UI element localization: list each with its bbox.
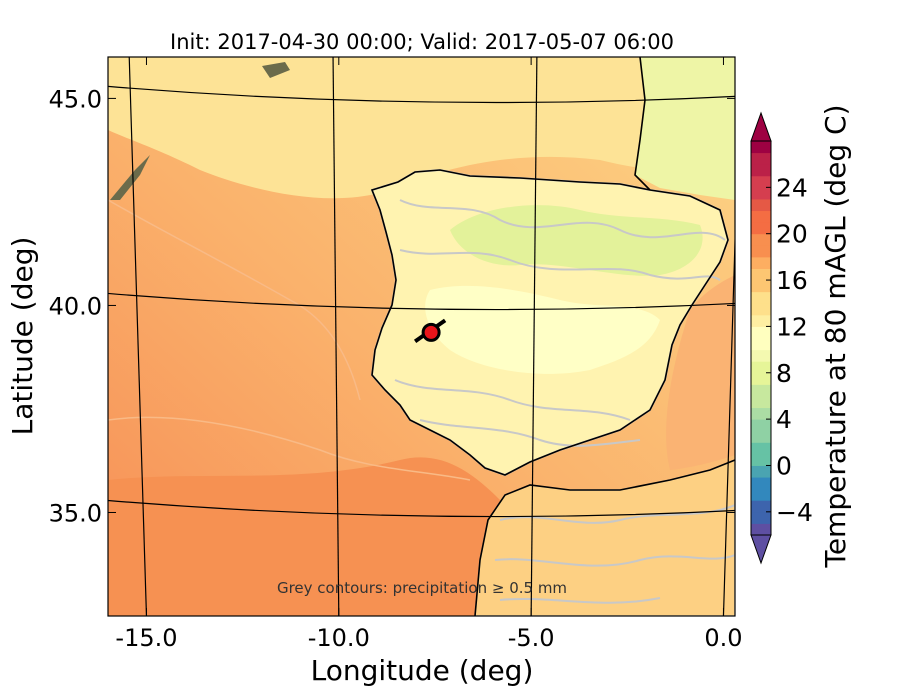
colorbar-segment <box>751 442 771 455</box>
colorbar-segment <box>751 511 771 524</box>
colorbar-segment <box>751 465 771 478</box>
colorbar-segment <box>751 141 771 154</box>
colorbar-segment <box>751 268 771 281</box>
colorbar-segment <box>751 338 771 351</box>
mid-sea-contour-2 <box>108 416 471 481</box>
x-tick-label: -10.0 <box>308 624 370 652</box>
colorbar-tick-label: 0 <box>776 451 792 480</box>
meridian-line <box>128 57 148 616</box>
y-tick-label: 45.0 <box>49 85 102 113</box>
colorbar-segment <box>751 222 771 235</box>
colorbar-segment <box>751 430 771 443</box>
colorbar-label: Temperature at 80 mAGL (deg C) <box>819 104 852 568</box>
colorbar-segment <box>751 175 771 188</box>
southwest-warm-band <box>108 457 520 616</box>
africa-coastline <box>474 459 735 616</box>
colorbar-segment <box>751 500 771 513</box>
plot-frame <box>107 56 736 617</box>
y-tick-label: 40.0 <box>49 292 102 320</box>
colorbar-segment <box>751 523 771 536</box>
precip-note: Grey contours: precipitation ≥ 0.5 mm <box>277 579 567 597</box>
colorbar-segment <box>751 488 771 501</box>
precip-contours-north <box>399 199 726 281</box>
graticule <box>108 57 735 616</box>
colorbar-frame <box>750 140 772 536</box>
france-land <box>635 57 735 200</box>
x-axis-ticks: -15.0 -10.0 -5.0 0.0 <box>115 57 743 652</box>
iberia-coastline <box>370 169 729 476</box>
parallel-line <box>108 499 735 518</box>
x-axis-label: Longitude (deg) <box>311 654 534 687</box>
colorbar-segment <box>751 477 771 490</box>
colorbar: −4 0 4 8 12 16 20 24 <box>750 111 813 565</box>
uk-coast-fragment <box>110 62 290 200</box>
colorbar-segment <box>751 314 771 327</box>
site-marker <box>421 322 441 342</box>
meridian-line <box>332 57 340 616</box>
colorbar-tick-label: 8 <box>776 359 792 388</box>
colorbar-segment <box>751 384 771 397</box>
colorbar-segment <box>751 326 771 339</box>
y-axis-label: Latitude (deg) <box>6 237 39 436</box>
colorbar-extend-min <box>750 534 772 565</box>
parallel-line <box>108 292 735 311</box>
colorbar-extend-max <box>750 111 772 142</box>
parallel-line <box>108 85 735 104</box>
france-coastline <box>634 57 651 191</box>
meridian-line <box>722 222 735 616</box>
colorbar-segment <box>751 198 771 212</box>
colorbar-segment <box>751 395 771 409</box>
colorbar-segment <box>751 419 771 432</box>
colorbar-tick-label: 16 <box>776 266 808 295</box>
colorbar-tick-label: 12 <box>776 312 808 341</box>
africa-precip-contours <box>494 504 735 604</box>
colorbar-segment <box>751 233 771 246</box>
meridian-line <box>530 57 538 616</box>
colorbar-segment <box>751 187 771 200</box>
colorbar-segment <box>751 164 771 177</box>
y-axis-ticks: 35.0 40.0 45.0 <box>49 85 735 527</box>
colorbar-segment <box>751 245 771 258</box>
x-tick-label: -5.0 <box>508 624 555 652</box>
colorbar-tick-label: 24 <box>776 173 808 202</box>
colorbar-segment <box>751 152 771 165</box>
colorbar-tick-label: 20 <box>776 220 808 249</box>
colorbar-segment <box>751 256 771 269</box>
colorbar-segment <box>751 361 771 374</box>
precip-contours-south <box>394 379 641 447</box>
colorbar-tick-label: −4 <box>776 498 813 527</box>
northern-cool-band <box>108 57 735 199</box>
colorbar-segment <box>751 372 771 385</box>
colorbar-segment <box>751 291 771 304</box>
colorbar-segment <box>751 280 771 293</box>
mediterranean-warm <box>666 275 735 470</box>
colorbar-segment <box>751 210 771 223</box>
site-marker-layer <box>413 318 447 343</box>
colorbar-segment <box>751 407 771 420</box>
chart-title: Init: 2017-04-30 00:00; Valid: 2017-05-0… <box>170 30 674 54</box>
x-tick-label: 0.0 <box>704 624 742 652</box>
y-tick-label: 35.0 <box>49 499 102 527</box>
colorbar-segment <box>751 453 771 466</box>
mid-sea-contour <box>108 199 361 401</box>
north-green-region <box>450 205 703 276</box>
colorbar-tick-label: 4 <box>776 405 792 434</box>
colorbar-segment <box>751 303 771 316</box>
colorbar-segment <box>751 349 771 362</box>
map-plot-area: Grey contours: precipitation ≥ 0.5 mm <box>108 57 735 616</box>
x-tick-label: -15.0 <box>115 624 177 652</box>
